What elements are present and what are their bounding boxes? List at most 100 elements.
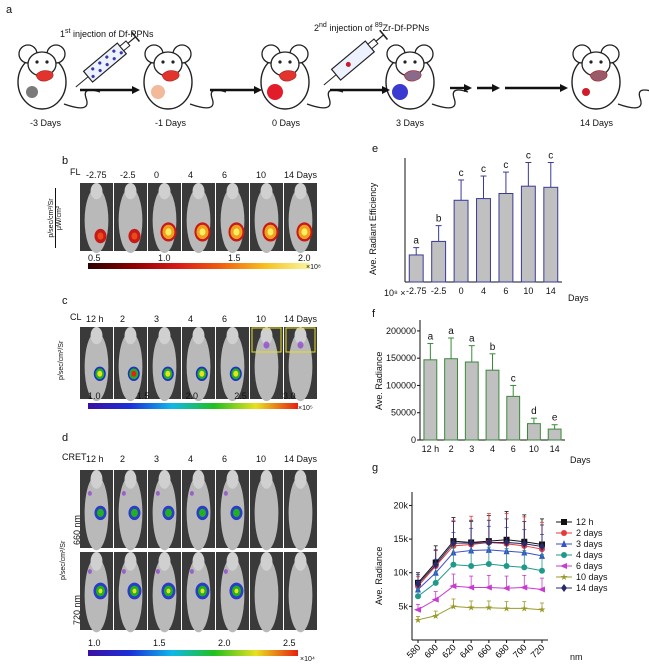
chart-e-bar-3 xyxy=(476,198,491,283)
d-time-label-0: 12 h xyxy=(86,454,104,464)
b-time-label-0: -2.75 xyxy=(86,170,107,180)
chart-f-bar-6 xyxy=(547,428,562,441)
mouse-day-0 xyxy=(260,44,344,110)
chart-g-point-4-4 xyxy=(484,584,492,591)
cret660-image-1-head xyxy=(124,470,137,489)
chart-g-point-5-1: ★ xyxy=(432,611,440,621)
fl-unit-label: p/sec/cm²/Sr μW/cm² xyxy=(48,188,63,248)
cl-image-0-signal-2 xyxy=(97,370,103,377)
chart-f-ytick-4: 200000 xyxy=(386,326,416,336)
syringe-1-rod xyxy=(127,36,136,44)
cl-image-2-mouse xyxy=(152,332,177,402)
chart-g-legend-label-2: 3 days xyxy=(576,539,603,549)
cret660-image-2-head xyxy=(158,470,171,489)
b-time-label-4: 6 xyxy=(222,170,228,180)
mouse-day-minus1-eye-left xyxy=(161,60,165,64)
chart-e-letter-3: c xyxy=(481,164,486,175)
cret720-image-5-head xyxy=(260,552,273,571)
b-time-label-3: 4 xyxy=(188,170,194,180)
chart-f-letter-6: e xyxy=(552,413,558,424)
chart-g-point-4-3 xyxy=(467,584,475,591)
cl-image-5 xyxy=(250,327,283,402)
fl-image-1-head xyxy=(124,183,137,200)
cret-row-label-660: 660 nm xyxy=(72,514,82,545)
syringe-2-barrel xyxy=(330,40,376,81)
mouse-day-minus3-eye-left xyxy=(35,60,39,64)
syringe-1-particle-7 xyxy=(112,49,116,53)
cret660-image-2 xyxy=(148,470,181,551)
cret720-image-3-head xyxy=(192,552,205,571)
fl-image-2 xyxy=(148,183,181,254)
chart-f-bar-0 xyxy=(423,359,438,441)
b-time-label-6: 14 Days xyxy=(284,170,318,180)
syringe-2-rod xyxy=(375,34,384,42)
arrow-1-head xyxy=(132,86,140,94)
panel-label-e: e xyxy=(372,143,379,155)
cret720-image-4-head xyxy=(226,552,239,571)
cl-scale-label: ×10⁵ xyxy=(298,405,313,412)
cret660-image-2-signal-1 xyxy=(164,508,172,518)
cret660-image-6 xyxy=(284,470,317,551)
chart-g-point-6-1 xyxy=(432,560,439,569)
mouse-day-minus3-tail xyxy=(63,89,101,109)
cret720-image-6-mouse xyxy=(288,557,313,633)
fl-image-2-signal-2 xyxy=(165,228,172,236)
chart-g-point-4-7 xyxy=(538,586,545,593)
chart-f-ylabel: Ave. Radiance xyxy=(374,351,384,410)
chart-e-letter-5: c xyxy=(526,151,531,162)
syringe-1-particle-0 xyxy=(91,74,95,79)
chart-g-point-5-4: ★ xyxy=(485,603,493,613)
c-time-label-2: 3 xyxy=(154,314,160,324)
cret660-image-4-head xyxy=(226,470,239,489)
chart-g-xtick-6: 700 xyxy=(511,642,529,660)
cl-image-5-mouse xyxy=(254,332,279,402)
chart-f-bar-4 xyxy=(506,395,521,441)
chart-g-point-6-0 xyxy=(415,580,421,589)
d-time-label-6: 14 Days xyxy=(284,454,318,464)
day-label-0: -3 Days xyxy=(30,118,62,128)
cl-colorbar xyxy=(88,403,298,409)
d-time-label-1: 2 xyxy=(120,454,126,464)
chart-e-letter-1: b xyxy=(436,214,442,225)
cret-mode-label: CRET xyxy=(62,452,87,462)
cret-unit-label: p/sec/cm²/Sr xyxy=(60,540,67,580)
cret-tick-3: 2.5 xyxy=(283,638,296,648)
day-label-4: 14 Days xyxy=(580,118,614,128)
mouse-day-14-eye-right xyxy=(599,60,603,64)
cret720-image-5-mouse xyxy=(254,557,279,633)
c-time-label-4: 6 xyxy=(222,314,228,324)
chart-f-xtick-0: 12 h xyxy=(422,444,440,454)
c-time-label-3: 4 xyxy=(188,314,194,324)
chart-f-letter-4: c xyxy=(511,373,516,384)
mouse-day-0-eye-left xyxy=(278,60,282,64)
day-label-2: 0 Days xyxy=(272,118,301,128)
cl-image-1-mouse xyxy=(118,332,143,402)
d-time-label-3: 4 xyxy=(188,454,194,464)
chart-e-bar-1 xyxy=(431,240,447,283)
chart-e-xtick-0: -2.75 xyxy=(406,286,427,296)
cl-tick-3: 2.5 xyxy=(234,391,247,401)
chart-g-point-5-5: ★ xyxy=(503,603,511,613)
syringe-1-particle-2 xyxy=(98,68,102,73)
cret-tick-0: 1.0 xyxy=(88,638,101,648)
chart-g-line-2 xyxy=(417,549,543,590)
fl-image-4 xyxy=(216,183,249,254)
cl-tick-4: 3.0 xyxy=(283,391,296,401)
syringe-2-grip xyxy=(379,29,389,40)
chart-e-xlabel: Days xyxy=(568,293,589,303)
chart-f-letter-2: a xyxy=(469,334,475,345)
chart-g-point-4-0 xyxy=(414,606,421,613)
chart-e-bar-5 xyxy=(520,185,536,283)
cret720-image-2-head xyxy=(158,552,171,571)
mouse-day-14-tumor xyxy=(582,88,590,96)
fl-tick-3: 2.0 xyxy=(298,253,311,263)
chart-g-legend-marker-0 xyxy=(561,519,567,525)
chart-e-yscale: 10⁸ × xyxy=(384,288,406,298)
fl-image-5-head xyxy=(260,183,273,200)
cret720-image-2 xyxy=(148,552,181,633)
chart-f-bar-3 xyxy=(485,369,500,441)
cl-image-4-head xyxy=(226,327,239,345)
fl-image-6-head xyxy=(294,183,307,200)
chart-g-legend-marker-1 xyxy=(561,530,567,536)
fl-tick-2: 1.5 xyxy=(228,253,241,263)
